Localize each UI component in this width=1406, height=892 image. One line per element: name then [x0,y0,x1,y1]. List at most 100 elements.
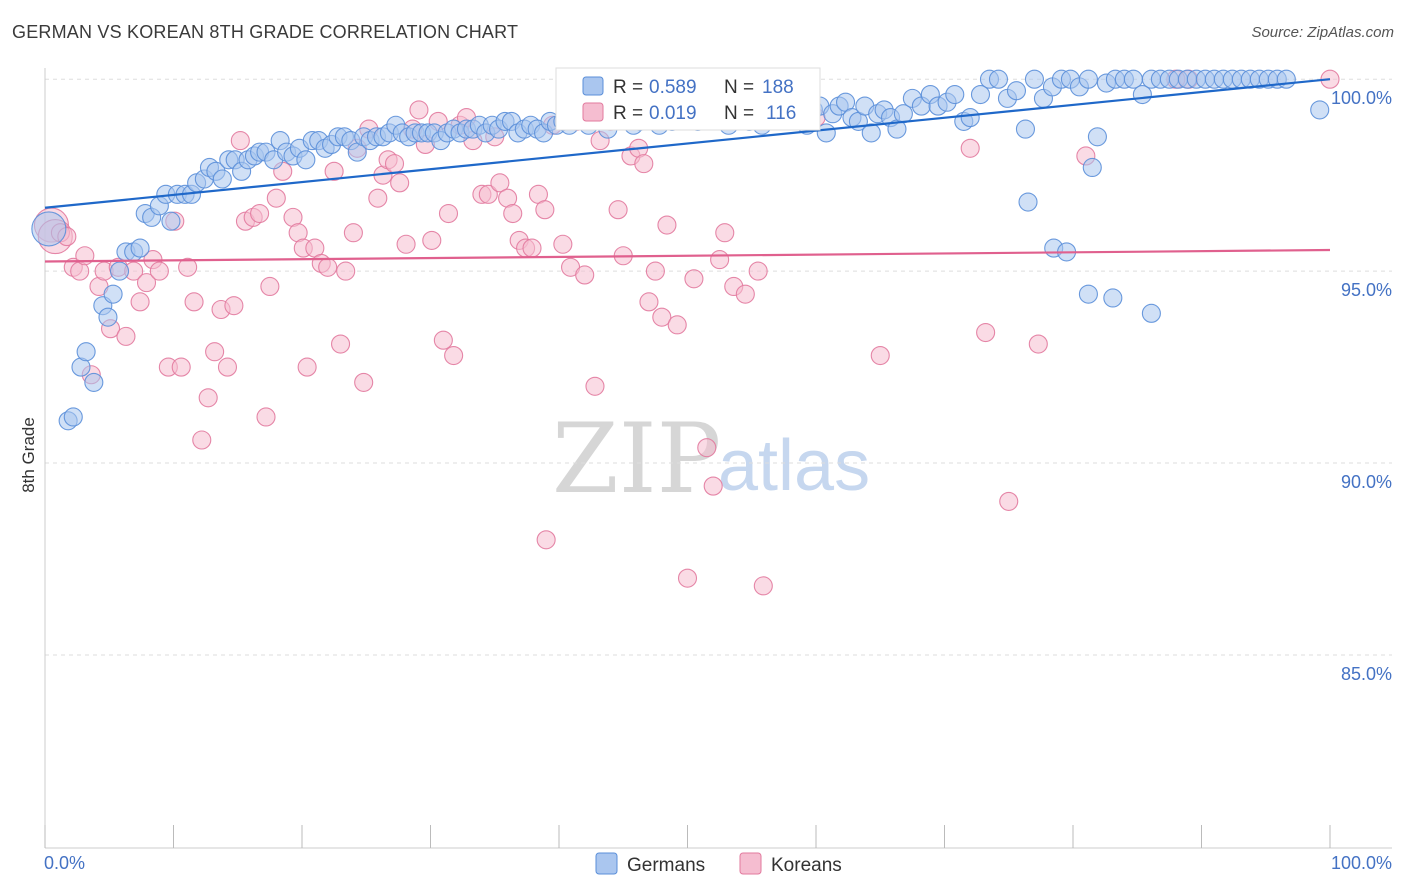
korean-point [710,250,730,270]
german-point [861,123,881,143]
korean-point [535,200,555,220]
korean-point [536,530,556,550]
korean-point [433,330,453,350]
german-point [1087,127,1107,147]
korean-point [266,188,286,208]
source-credit: Source: ZipAtlas.com [1251,24,1394,41]
german-point [76,342,96,362]
german-point [1015,119,1036,139]
german-point [988,69,1009,89]
y-tick-labels: 85.0% 90.0% 95.0% 100.0% [1331,88,1392,684]
series-legend-swatch-koreans [739,852,762,875]
legend-korean-r-label: R = [613,103,643,124]
korean-point [149,261,169,281]
korean-point [130,292,150,312]
x-tick-labels: 0.0% 100.0% [44,853,1392,873]
korean-point [390,173,410,193]
legend-swatch-korean [582,102,604,122]
german-point [212,169,232,189]
korean-point [645,261,665,281]
gridlines [45,78,1392,656]
german-point [109,261,130,281]
korean-point [503,203,523,224]
german-point [960,108,980,128]
korean-point [354,372,374,392]
german-point [130,238,150,258]
korean-point [178,257,198,277]
german-point [1082,157,1102,178]
korean-point [330,334,351,354]
korean-point [748,261,768,281]
korean-point [703,476,723,496]
korean-point [368,188,388,208]
y-tick-label: 90.0% [1341,472,1392,492]
korean-point [522,238,542,258]
y-tick-label: 95.0% [1341,280,1392,300]
korean-point [999,491,1019,511]
korean-point [478,184,498,204]
korean-point [438,203,459,224]
legend-korean-r-value: 0.019 [649,103,697,124]
watermark-zip: ZIP [552,403,721,515]
german-point [1078,284,1098,304]
korean-point [422,230,442,250]
korean-point [639,292,659,312]
series-legend-koreans: Koreans [771,855,842,876]
legend-korean-n-label: N = [724,103,754,124]
korean-point [735,284,755,304]
korean-point [343,223,363,243]
korean-point [324,161,344,181]
legend-korean-n-value: 116 [766,103,796,124]
korean-point [409,100,429,120]
korean-point [608,200,628,220]
legend-german-n-value: 188 [762,77,794,98]
german-point [970,84,991,105]
korean-point [976,322,996,343]
watermark-atlas: atlas [718,426,870,506]
korean-point [657,215,677,235]
series-legend-germans: Germans [627,855,705,876]
german-point [945,84,965,105]
korean-point [230,131,250,151]
korean-point [677,568,698,588]
korean-point [553,234,573,254]
y-tick-label: 100.0% [1331,88,1392,108]
german-point [1006,81,1027,101]
korean-point [396,234,416,254]
korean-point [715,223,735,243]
german-point [296,150,316,170]
series-legend-swatch-germans [595,852,618,875]
y-axis-title: 8th Grade [19,417,38,493]
korean-point [684,269,704,289]
korean-point [697,438,717,458]
korean-point [490,173,510,193]
x-tick-label-max: 100.0% [1331,853,1392,873]
korean-point [960,138,980,158]
korean-point [260,276,280,297]
korean-point [1028,334,1048,354]
german-point [161,211,181,231]
korean-point [136,273,157,293]
korean-point [870,346,890,366]
german-point [1141,303,1161,323]
korean-point [318,257,338,277]
german-point [98,307,118,327]
y-tick-label: 85.0% [1341,664,1392,684]
german-point [1276,69,1296,89]
x-tick-label-min: 0.0% [44,853,85,873]
korean-point [205,342,225,362]
korean-points [33,69,1340,596]
german-point [84,372,104,392]
korean-point [171,357,191,377]
korean-point [217,357,238,377]
legend-swatch-german [582,76,604,96]
german-trend-line [44,78,1331,209]
german-point [1018,192,1038,212]
korean-point [634,154,654,174]
german-point [31,211,67,247]
korean-point [585,376,605,396]
german-point [103,284,123,304]
korean-point [444,346,464,366]
german-point [63,407,83,427]
korean-point [297,357,317,377]
